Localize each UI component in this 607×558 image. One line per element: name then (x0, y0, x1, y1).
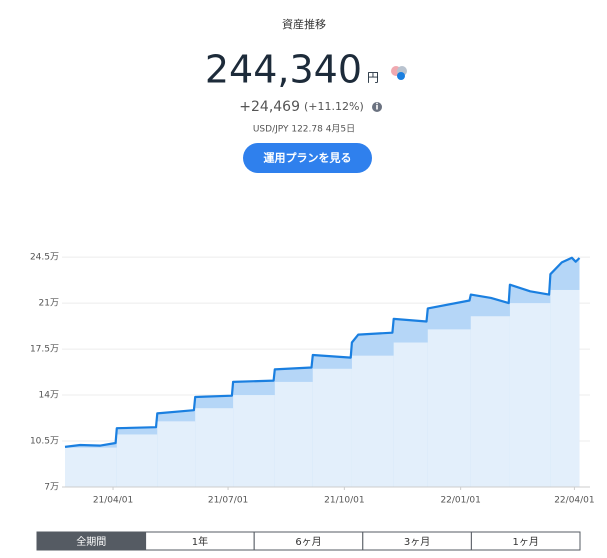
period-tab-label[interactable]: 3ヶ月 (404, 536, 430, 548)
period-tabs: 全期間 1年 6ヶ月 3ヶ月 1ヶ月 (36, 531, 581, 551)
y-tick-label: 10.5万 (30, 437, 59, 447)
principal-step (427, 329, 471, 487)
period-tab[interactable] (470, 531, 581, 551)
section-title: 資産推移 (282, 17, 326, 31)
value-line (64, 256, 581, 448)
change-amount: +24,469 (239, 99, 300, 115)
y-tick-label: 7万 (44, 483, 59, 493)
principal-step (351, 355, 394, 487)
plan-button[interactable] (243, 143, 372, 173)
y-tick-label: 17.5万 (30, 345, 59, 355)
period-tab-label[interactable]: 1ヶ月 (513, 536, 539, 548)
principal-step (470, 316, 510, 487)
principal-step (509, 303, 551, 487)
principal-step (312, 368, 352, 487)
info-glyph (376, 105, 378, 110)
principal-step (233, 395, 275, 487)
icon-part (397, 72, 405, 80)
exchange-rate: USD/JPY 122.78 4月5日 (253, 124, 355, 135)
total-amount: 244,340 (205, 48, 362, 92)
principal-step (157, 421, 196, 487)
chart: 7万 10.5万 14万 17.5万 21万 24.5万 21/04/01 21/07/01 2… (30, 253, 595, 506)
principal-step (550, 289, 580, 487)
principal-step (274, 381, 313, 487)
currency-icon (391, 66, 407, 80)
info-glyph (376, 102, 378, 105)
principal-step (195, 408, 234, 487)
principal-step (393, 342, 428, 487)
y-tick-label: 24.5万 (30, 253, 59, 263)
principal-step (116, 434, 158, 487)
amount-unit: 円 (367, 71, 379, 85)
x-tick-label: 21/07/01 (208, 496, 248, 506)
period-tab-label[interactable]: 全期間 (76, 535, 106, 548)
plan-button-label[interactable]: 運用プランを見る (264, 151, 352, 165)
x-tick-label: 21/10/01 (324, 496, 364, 506)
period-tab-label[interactable]: 6ヶ月 (295, 536, 321, 548)
period-tab-label[interactable]: 1年 (192, 535, 208, 548)
y-tick-label: 21万 (39, 299, 59, 309)
x-tick-label: 22/04/01 (554, 496, 594, 506)
info-icon[interactable] (372, 102, 382, 112)
x-tick-label: 22/01/01 (440, 496, 480, 506)
change-rate: (+11.12%) (304, 100, 364, 113)
y-tick-label: 14万 (39, 391, 59, 401)
x-tick-label: 21/04/01 (93, 496, 133, 506)
principal-step (65, 447, 117, 487)
